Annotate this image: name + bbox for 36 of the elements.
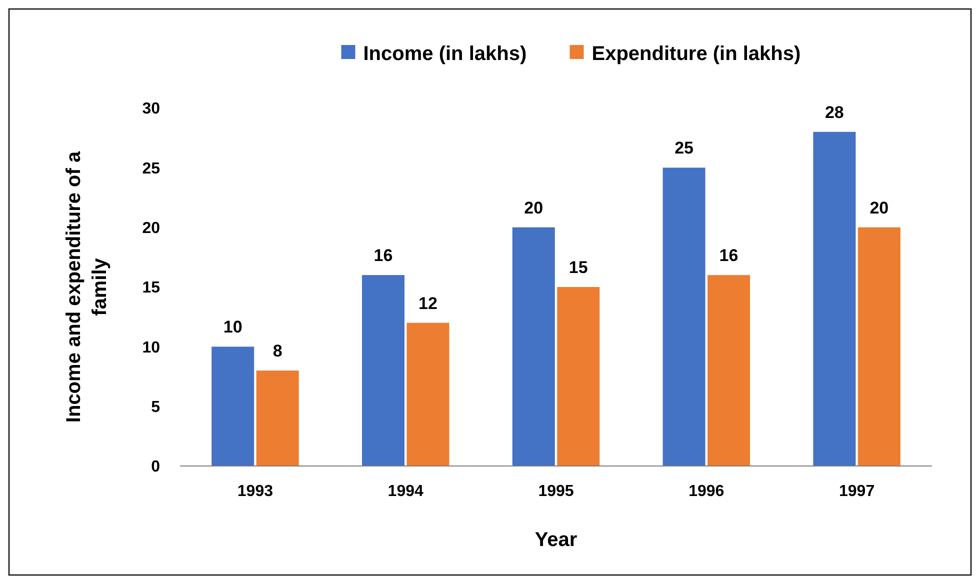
data-label: 20 — [524, 198, 544, 218]
bar — [256, 370, 299, 466]
bar — [362, 275, 404, 466]
data-label: 12 — [418, 294, 438, 313]
bar — [858, 227, 900, 466]
y-tick-label: 25 — [142, 160, 160, 178]
data-label: 25 — [674, 138, 694, 158]
legend-label: Expenditure (in lakhs) — [592, 43, 801, 65]
y-tick-label: 30 — [142, 100, 160, 118]
y-tick-label: 15 — [142, 280, 160, 297]
x-tick-label: 1997 — [839, 483, 875, 500]
x-tick-label: 1995 — [538, 483, 574, 500]
bar — [662, 168, 706, 466]
y-axis-title: Income and expenditure of a family — [63, 150, 111, 423]
data-label: 16 — [374, 246, 393, 266]
data-label: 16 — [719, 246, 738, 266]
x-tick-label: 1994 — [388, 483, 424, 500]
data-label: 20 — [870, 198, 889, 218]
data-label: 15 — [568, 258, 588, 277]
bar — [512, 227, 555, 466]
y-tick-label: 10 — [142, 339, 160, 356]
legend-label: Income (in lakhs) — [363, 43, 527, 65]
y-tick-label: 20 — [142, 220, 160, 237]
data-label: 10 — [223, 318, 242, 337]
x-tick-label: 1996 — [688, 483, 724, 500]
y-tick-label: 0 — [151, 458, 160, 476]
bar — [406, 322, 450, 466]
bar — [557, 287, 600, 466]
bar — [708, 275, 750, 466]
bar — [813, 132, 856, 466]
bar — [212, 346, 254, 466]
data-label: 8 — [272, 342, 282, 361]
x-tick-label: 1993 — [237, 483, 274, 500]
data-label: 28 — [824, 102, 844, 122]
y-tick-label: 5 — [151, 398, 160, 416]
x-axis-title: Year — [534, 529, 578, 551]
